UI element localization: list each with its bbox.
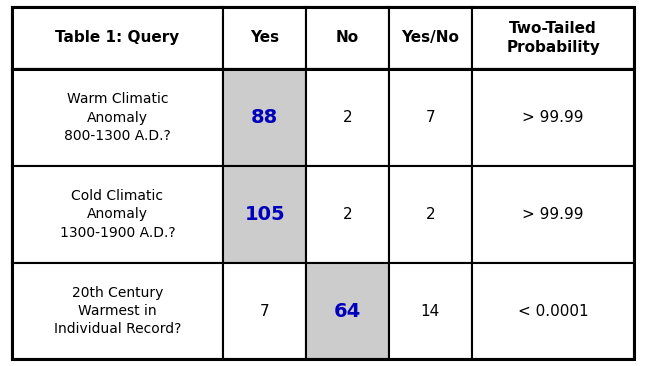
Text: No: No: [336, 30, 359, 45]
Text: 20th Century
Warmest in
Individual Record?: 20th Century Warmest in Individual Recor…: [54, 286, 181, 336]
Text: 2: 2: [343, 110, 353, 125]
Bar: [306, 7, 389, 70]
Bar: [12, 70, 224, 166]
Bar: [306, 166, 389, 263]
Bar: [224, 263, 306, 359]
Bar: [389, 70, 472, 166]
Text: Yes/No: Yes/No: [401, 30, 459, 45]
Text: > 99.99: > 99.99: [523, 110, 584, 125]
Text: 7: 7: [260, 303, 269, 318]
Bar: [389, 7, 472, 70]
Text: Cold Climatic
Anomaly
1300-1900 A.D.?: Cold Climatic Anomaly 1300-1900 A.D.?: [59, 189, 175, 240]
Bar: [12, 263, 224, 359]
Text: > 99.99: > 99.99: [523, 207, 584, 222]
Bar: [472, 70, 634, 166]
Text: Yes: Yes: [250, 30, 279, 45]
Bar: [472, 166, 634, 263]
Bar: [224, 166, 306, 263]
Text: 2: 2: [343, 207, 353, 222]
Text: Table 1: Query: Table 1: Query: [56, 30, 180, 45]
Bar: [306, 263, 389, 359]
Bar: [389, 263, 472, 359]
Text: Two-Tailed
Probability: Two-Tailed Probability: [506, 20, 600, 55]
Text: 64: 64: [334, 302, 361, 321]
Bar: [224, 70, 306, 166]
Text: 14: 14: [421, 303, 440, 318]
Bar: [472, 7, 634, 70]
Bar: [12, 7, 224, 70]
Text: Warm Climatic
Anomaly
800-1300 A.D.?: Warm Climatic Anomaly 800-1300 A.D.?: [64, 92, 171, 143]
Bar: [389, 166, 472, 263]
Text: 105: 105: [244, 205, 285, 224]
Bar: [306, 70, 389, 166]
Text: 88: 88: [251, 108, 278, 127]
Text: 2: 2: [426, 207, 435, 222]
Bar: [472, 263, 634, 359]
Bar: [224, 7, 306, 70]
Text: < 0.0001: < 0.0001: [518, 303, 589, 318]
Text: 7: 7: [426, 110, 435, 125]
Bar: [12, 166, 224, 263]
